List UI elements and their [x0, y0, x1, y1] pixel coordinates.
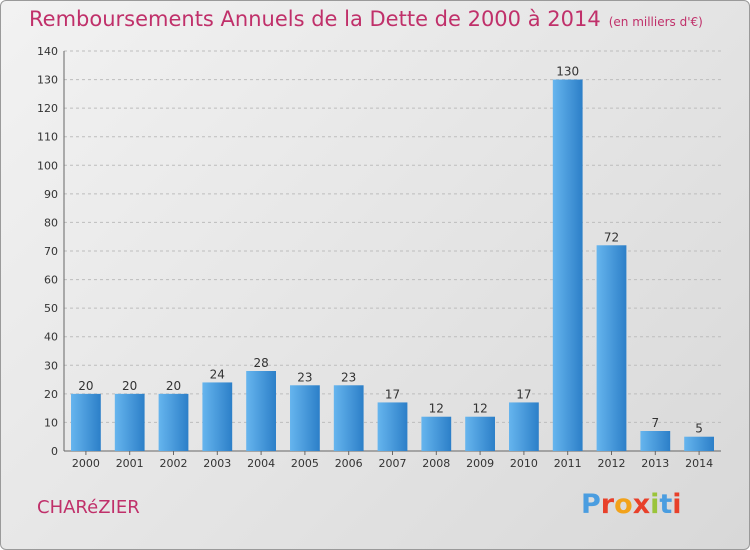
bar-2003	[202, 382, 233, 451]
x-tick-label: 2005	[291, 457, 319, 470]
proxiti-logo: Proxiti	[581, 489, 682, 520]
x-tick-label: 2003	[203, 457, 231, 470]
y-tick-label: 100	[37, 159, 58, 172]
y-tick-label: 70	[44, 245, 58, 258]
x-tick-label: 2002	[160, 457, 188, 470]
value-label: 7	[651, 416, 659, 430]
y-tick-label: 30	[44, 359, 58, 372]
value-label: 20	[166, 379, 181, 393]
y-tick-label: 120	[37, 102, 58, 115]
y-tick-label: 60	[44, 274, 58, 287]
y-tick-label: 10	[44, 416, 58, 429]
value-label: 23	[341, 370, 356, 384]
title-text: Remboursements Annuels de la Dette de 20…	[29, 7, 601, 31]
x-tick-label: 2014	[685, 457, 713, 470]
unit-text: (en milliers d'€)	[608, 15, 703, 29]
bar-2014	[684, 436, 714, 451]
value-label: 20	[122, 379, 137, 393]
chart-title: Remboursements Annuels de la Dette de 20…	[29, 7, 703, 31]
logo-letter: r	[600, 489, 615, 520]
bar-2002	[158, 393, 189, 451]
x-tick-label: 2007	[379, 457, 407, 470]
value-label: 12	[429, 402, 444, 416]
x-tick-label: 2013	[641, 457, 669, 470]
bar-2013	[640, 431, 671, 451]
x-tick-label: 2011	[554, 457, 582, 470]
x-tick-label: 2012	[598, 457, 626, 470]
y-tick-label: 90	[44, 188, 58, 201]
y-tick-label: 40	[44, 331, 58, 344]
value-label: 23	[297, 370, 312, 384]
value-label: 12	[472, 402, 487, 416]
logo-letter: i	[672, 489, 682, 520]
y-tick-label: 110	[37, 131, 58, 144]
value-label: 28	[253, 356, 268, 370]
y-tick-label: 80	[44, 216, 58, 229]
value-label: 17	[385, 387, 400, 401]
bar-2010	[509, 402, 539, 451]
x-tick-label: 2001	[116, 457, 144, 470]
value-label: 5	[695, 422, 703, 436]
logo-letter: o	[614, 489, 633, 520]
value-label: 20	[78, 379, 93, 393]
bar-2004	[246, 371, 276, 451]
bar-2006	[333, 385, 364, 451]
value-label: 17	[516, 387, 531, 401]
bar-2000	[71, 393, 101, 451]
x-tick-label: 2000	[72, 457, 100, 470]
x-tick-label: 2009	[466, 457, 494, 470]
y-tick-label: 130	[37, 74, 58, 87]
y-tick-label: 140	[37, 45, 58, 58]
y-tick-label: 0	[51, 445, 58, 458]
y-tick-label: 50	[44, 302, 58, 315]
bar-2008	[421, 416, 452, 451]
y-tick-label: 20	[44, 388, 58, 401]
value-label: 130	[556, 65, 579, 79]
bar-2007	[377, 402, 408, 451]
bar-2001	[114, 393, 145, 451]
x-tick-label: 2006	[335, 457, 363, 470]
bar-2005	[290, 385, 320, 451]
x-tick-label: 2004	[247, 457, 275, 470]
bar-2009	[465, 416, 495, 451]
value-label: 24	[210, 367, 225, 381]
logo-letter: P	[581, 489, 601, 520]
logo-letter: i	[650, 489, 660, 520]
value-label: 72	[604, 230, 619, 244]
town-name: CHARéZIER	[37, 497, 140, 518]
x-tick-label: 2010	[510, 457, 538, 470]
bar-2011	[552, 79, 583, 452]
logo-letter: x	[632, 489, 651, 520]
bar-2012	[596, 245, 627, 451]
x-tick-label: 2008	[422, 457, 450, 470]
logo-letter: t	[659, 489, 673, 520]
